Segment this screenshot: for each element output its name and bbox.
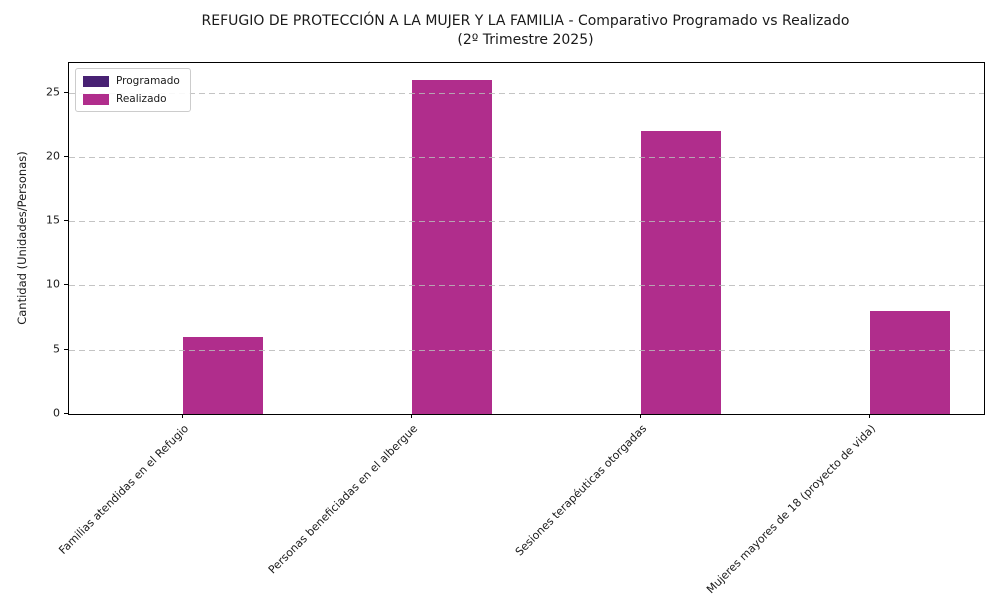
x-tick-mark-1: [411, 414, 413, 418]
gridline-y-15: [69, 221, 984, 223]
bar-realizado-0: [183, 336, 264, 414]
legend-item-programado: Programado: [83, 75, 180, 87]
gridline-y-25: [69, 92, 984, 94]
y-tick-label-25: 25: [46, 85, 60, 99]
y-axis-label: Cantidad (Unidades/Personas): [15, 151, 29, 325]
y-tick-label-5: 5: [53, 342, 60, 356]
y-tick-mark-25: [64, 91, 68, 93]
bar-realizado-2: [640, 131, 721, 414]
chart-subtitle: (2º Trimestre 2025): [457, 32, 594, 48]
bar-realizado-3: [869, 311, 950, 414]
legend-item-realizado: Realizado: [83, 93, 180, 105]
legend-label-programado: Programado: [116, 75, 180, 87]
x-tick-mark-3: [868, 414, 870, 418]
y-tick-label-20: 20: [46, 149, 60, 163]
y-tick-label-0: 0: [53, 406, 60, 420]
gridline-y-10: [69, 285, 984, 287]
legend-swatch-programado: [83, 75, 109, 87]
y-tick-mark-0: [64, 413, 68, 414]
bar-realizado-1: [412, 79, 493, 414]
x-tick-mark-0: [182, 414, 184, 418]
y-tick-mark-20: [64, 155, 68, 157]
y-tick-label-15: 15: [46, 213, 60, 227]
legend-label-realizado: Realizado: [116, 93, 167, 105]
chart-title: REFUGIO DE PROTECCIÓN A LA MUJER Y LA FA…: [201, 13, 850, 29]
gridline-y-20: [69, 156, 984, 158]
legend: Programado Realizado: [75, 68, 191, 112]
plot-area: [68, 62, 985, 415]
x-tick-mark-2: [639, 414, 641, 418]
chart-title-block: REFUGIO DE PROTECCIÓN A LA MUJER Y LA FA…: [68, 12, 983, 50]
x-tick-label-0: Familias atendidas en el Refugio: [56, 422, 192, 557]
y-tick-mark-15: [64, 220, 68, 222]
y-tick-mark-5: [64, 348, 68, 350]
y-tick-label-10: 10: [46, 277, 60, 291]
y-tick-mark-10: [64, 284, 68, 286]
legend-swatch-realizado: [83, 93, 109, 105]
